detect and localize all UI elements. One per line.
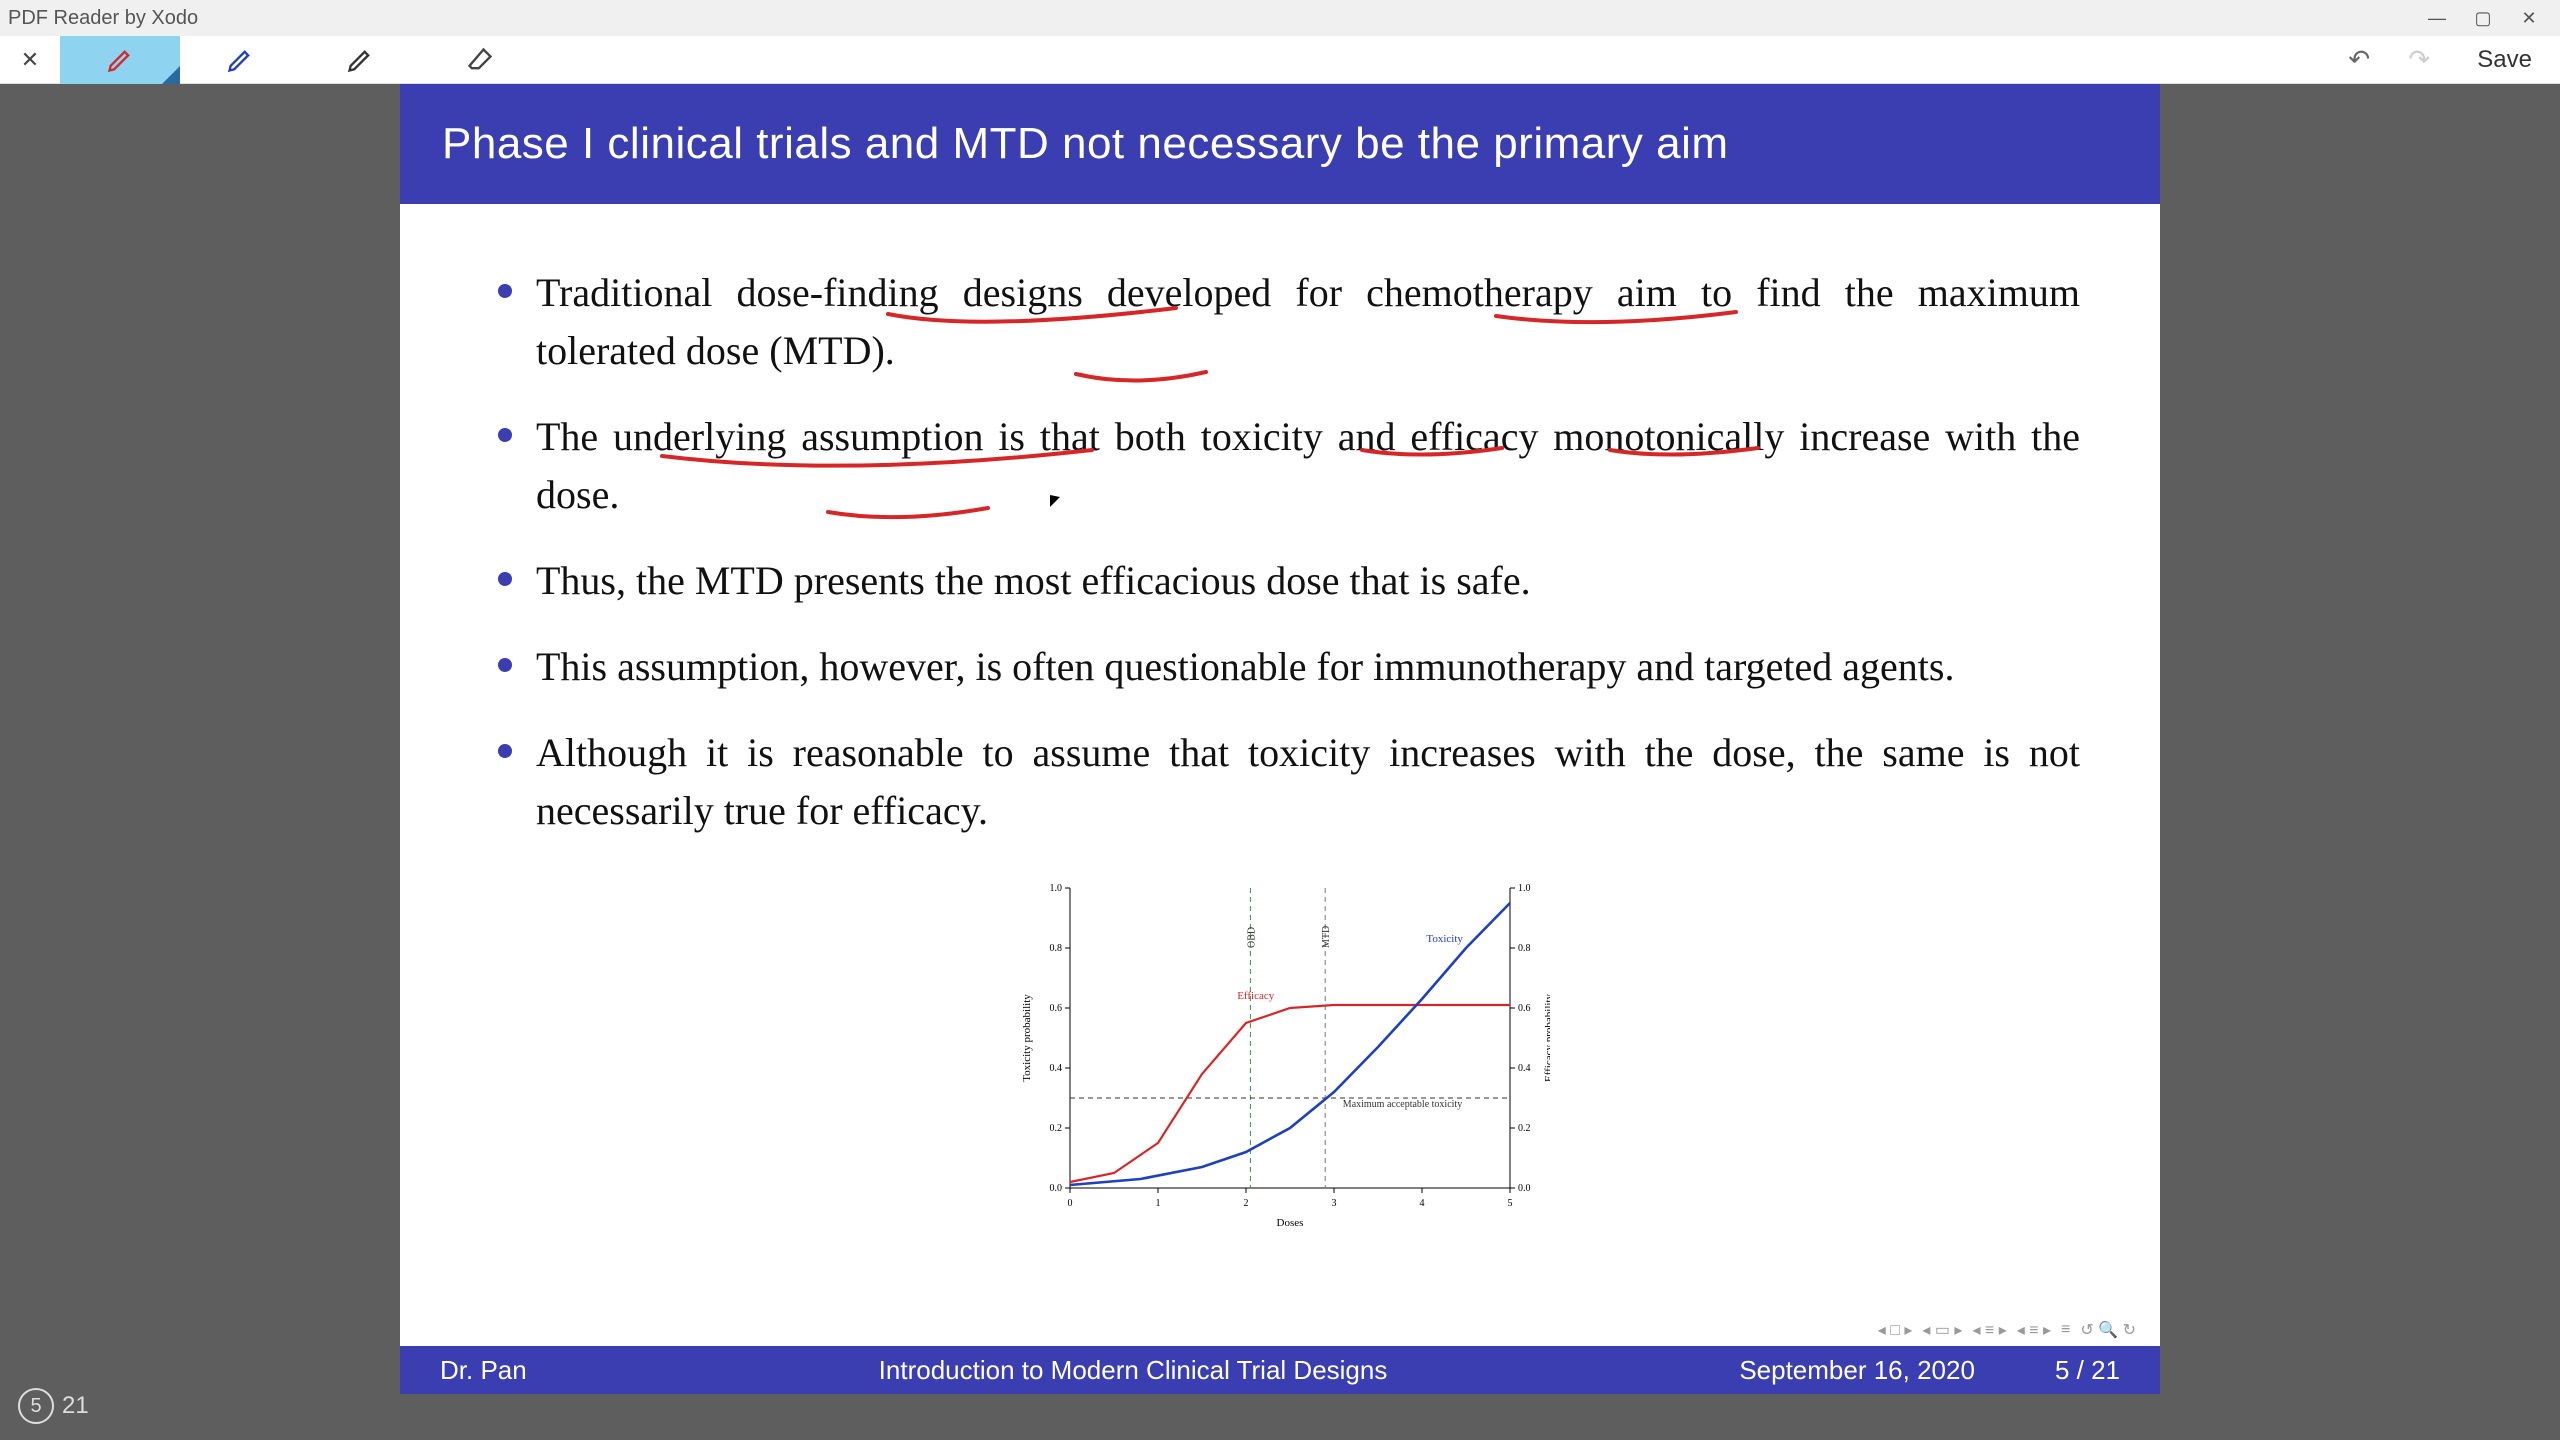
svg-text:MTD: MTD xyxy=(1321,926,1332,948)
footer-title: Introduction to Modern Clinical Trial De… xyxy=(567,1355,1700,1386)
slide: Phase I clinical trials and MTD not nece… xyxy=(400,84,2160,1394)
bullet: The underlying assumption is that both t… xyxy=(480,408,2080,524)
svg-text:Toxicity probability: Toxicity probability xyxy=(1021,994,1033,1082)
pen-red-tool[interactable] xyxy=(60,36,180,84)
page-counter: 5 21 xyxy=(18,1388,89,1424)
svg-text:0.2: 0.2 xyxy=(1518,1123,1531,1134)
footer-page: 5 / 21 xyxy=(2015,1355,2160,1386)
maximize-button[interactable]: ▢ xyxy=(2460,8,2506,29)
footer-author: Dr. Pan xyxy=(400,1355,567,1386)
svg-text:1: 1 xyxy=(1156,1198,1161,1209)
svg-text:0.0: 0.0 xyxy=(1050,1183,1063,1194)
svg-text:0.4: 0.4 xyxy=(1518,1063,1531,1074)
bullet: Although it is reasonable to assume that… xyxy=(480,724,2080,840)
bullet: This assumption, however, is often quest… xyxy=(480,638,2080,696)
dose-response-chart: 0 1 2 3 4 5 0.0 0.0 0.2 0.2 0.4 0.4 0.6 0.6 0.8 0.8 1.0 1… xyxy=(1010,868,1550,1238)
pen-blue-tool[interactable] xyxy=(180,36,300,84)
slide-title: Phase I clinical trials and MTD not nece… xyxy=(400,84,2160,204)
nav-prev-section-icon[interactable]: ◂ □ ▸ xyxy=(1878,1320,1913,1340)
nav-tools-icon[interactable]: ↺ 🔍 ↻ xyxy=(2080,1320,2136,1340)
svg-text:0.2: 0.2 xyxy=(1050,1123,1063,1134)
svg-text:4: 4 xyxy=(1420,1198,1425,1209)
svg-text:Toxicity: Toxicity xyxy=(1426,933,1463,945)
svg-text:Efficacy probability: Efficacy probability xyxy=(1543,993,1550,1082)
save-button[interactable]: Save xyxy=(2449,46,2560,74)
bullet: Thus, the MTD presents the most efficaci… xyxy=(480,552,2080,610)
redo-button[interactable]: ↷ xyxy=(2389,44,2449,75)
svg-text:1.0: 1.0 xyxy=(1518,883,1531,894)
footer-date: September 16, 2020 xyxy=(1699,1355,2015,1386)
svg-text:0.8: 0.8 xyxy=(1050,943,1063,954)
pen-black-tool[interactable] xyxy=(300,36,420,84)
svg-text:5: 5 xyxy=(1508,1198,1513,1209)
svg-text:0.6: 0.6 xyxy=(1050,1003,1063,1014)
svg-text:0: 0 xyxy=(1068,1198,1073,1209)
svg-text:2: 2 xyxy=(1244,1198,1249,1209)
eraser-icon xyxy=(466,46,494,74)
app-title: PDF Reader by Xodo xyxy=(8,7,198,30)
annotation-toolbar: ✕ ↶ ↷ Save xyxy=(0,36,2560,84)
window-close-button[interactable]: ✕ xyxy=(2506,8,2552,29)
undo-button[interactable]: ↶ xyxy=(2329,44,2389,75)
pen-icon xyxy=(106,46,134,74)
slide-body: Traditional dose-finding designs develop… xyxy=(400,204,2160,1238)
svg-text:Maximum acceptable toxicity: Maximum acceptable toxicity xyxy=(1343,1099,1462,1110)
minimize-button[interactable]: — xyxy=(2414,8,2460,29)
svg-text:0.4: 0.4 xyxy=(1050,1063,1063,1074)
svg-text:Efficacy: Efficacy xyxy=(1237,990,1275,1002)
bullet: Traditional dose-finding designs develop… xyxy=(480,264,2080,380)
current-page: 5 xyxy=(18,1388,54,1424)
slide-footer: Dr. Pan Introduction to Modern Clinical … xyxy=(400,1346,2160,1394)
eraser-tool[interactable] xyxy=(420,36,540,84)
svg-text:OBD: OBD xyxy=(1246,927,1257,948)
svg-text:Doses: Doses xyxy=(1277,1217,1304,1229)
nav-next-frame-icon[interactable]: ◂ ≡ ▸ xyxy=(2017,1320,2051,1340)
total-pages: 21 xyxy=(62,1392,89,1420)
svg-text:1.0: 1.0 xyxy=(1050,883,1063,894)
workspace[interactable]: 5 21 Phase I clinical trials and MTD not… xyxy=(0,84,2560,1440)
nav-last-icon[interactable]: ≡ xyxy=(2061,1321,2070,1339)
svg-text:0.8: 0.8 xyxy=(1518,943,1531,954)
beamer-nav: ◂ □ ▸ ◂ ▭ ▸ ◂ ≡ ▸ ◂ ≡ ▸ ≡ ↺ 🔍 ↻ xyxy=(1878,1320,2136,1340)
svg-text:3: 3 xyxy=(1332,1198,1337,1209)
nav-prev-subsection-icon[interactable]: ◂ ▭ ▸ xyxy=(1922,1320,1962,1340)
titlebar: PDF Reader by Xodo — ▢ ✕ xyxy=(0,0,2560,36)
nav-prev-frame-icon[interactable]: ◂ ≡ ▸ xyxy=(1972,1320,2006,1340)
svg-text:0.6: 0.6 xyxy=(1518,1003,1531,1014)
close-annotation-button[interactable]: ✕ xyxy=(0,36,60,84)
svg-text:0.0: 0.0 xyxy=(1518,1183,1531,1194)
pen-icon xyxy=(346,46,374,74)
pen-icon xyxy=(226,46,254,74)
